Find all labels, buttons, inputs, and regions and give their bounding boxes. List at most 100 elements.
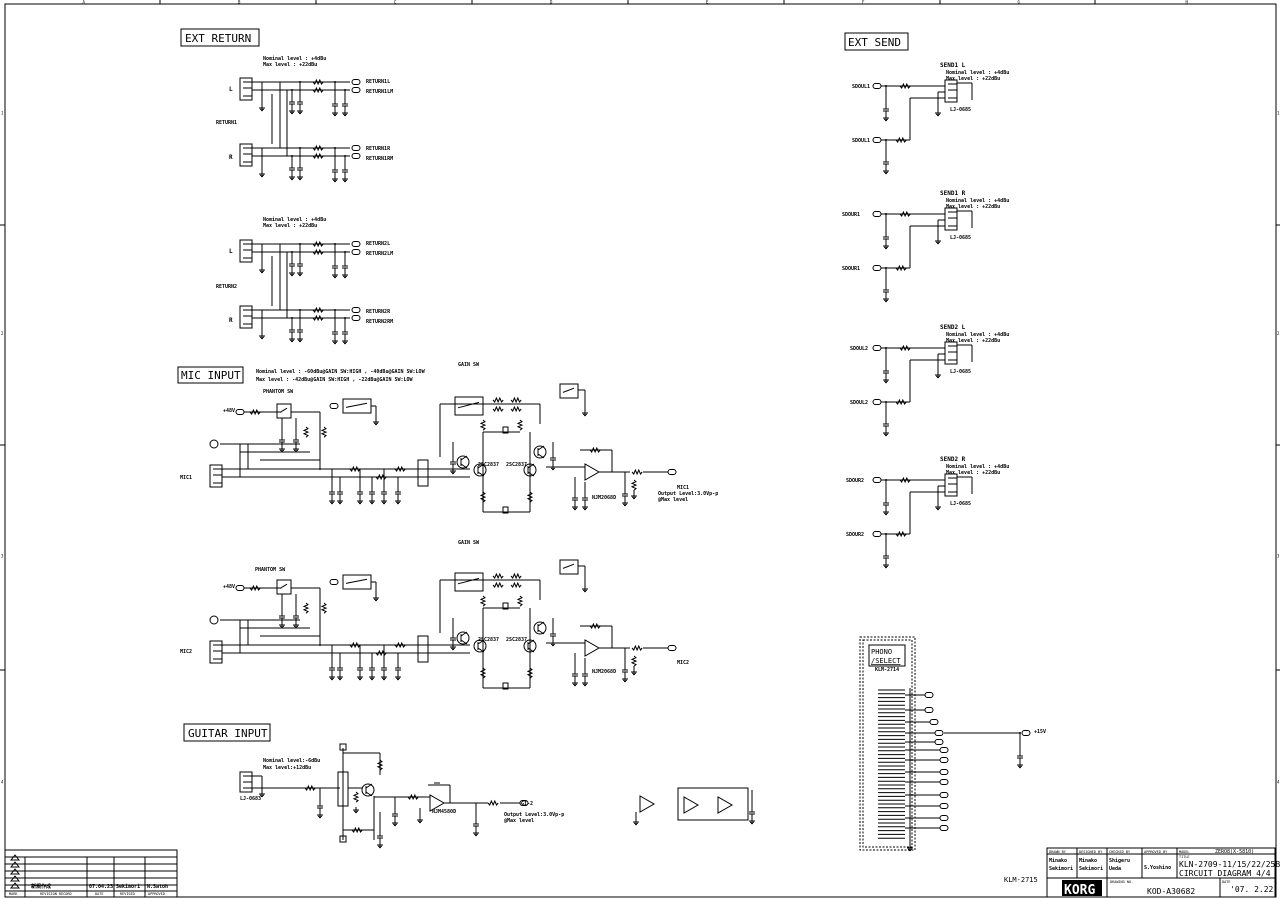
junction-dot: [885, 401, 887, 403]
connector-symbol: [351, 153, 361, 159]
guitar-jack-part: LJ-0683: [240, 796, 261, 802]
net-label: RETURN1RM: [366, 156, 393, 162]
grid-row-label: 4: [1, 780, 4, 785]
date-header: DATE: [95, 892, 103, 896]
transistor-symbol: [523, 463, 537, 477]
jack-symbol: [209, 464, 223, 488]
resistor-symbol: [351, 826, 363, 834]
transistor-symbol: [533, 445, 547, 459]
date-value: '07. 2.22: [1230, 885, 1274, 894]
revision-triangle: [9, 875, 21, 882]
ext-send-title-box: [844, 32, 909, 51]
connector-symbol: [939, 815, 949, 821]
switch-symbol: [454, 572, 484, 592]
send-name: SEND1 R: [940, 190, 966, 197]
mic2-output-net: MIC2: [677, 660, 689, 666]
mic2-supply: +48V: [223, 584, 235, 590]
board-label: KLM-2715: [1004, 876, 1038, 884]
revision-triangle: [9, 854, 21, 861]
phono-board: KLM-2714: [875, 667, 899, 673]
return2-right-label: R: [229, 317, 233, 324]
resistor-symbol: [376, 759, 384, 771]
jack-symbol: [239, 305, 253, 329]
connector-symbol: [872, 137, 882, 143]
resistor-symbol: [516, 419, 524, 431]
net-label: SDOUL1: [852, 84, 870, 90]
dual-diode-symbol: [417, 459, 429, 487]
return2-label: RETURN2: [216, 284, 237, 290]
phono-board-outline: [859, 636, 916, 851]
transistor-symbol: [456, 455, 470, 469]
send-max: Max level : +22dBu: [946, 338, 1000, 344]
return1-nominal: Nominal level : +4dBu: [263, 56, 326, 62]
connector-symbol: [351, 307, 361, 313]
resistor-symbol: [510, 396, 522, 404]
junction-dot: [344, 155, 346, 157]
send-name: SEND1 L: [940, 62, 966, 69]
connector-symbol: [351, 145, 361, 151]
opamp-symbol: [584, 639, 601, 657]
resistor-symbol: [589, 446, 601, 454]
connector-symbol: [872, 345, 882, 351]
grid-column-label: B: [238, 0, 241, 5]
transistor-symbol: [533, 621, 547, 635]
send-name: SEND2 L: [940, 324, 966, 331]
drawing-no-label: DRAWING NO.: [1110, 880, 1133, 884]
grid-row-label: 3: [1277, 554, 1280, 559]
resistor-symbol: [492, 572, 504, 580]
resistor-symbol: [312, 248, 324, 256]
designed-by-header: DESIGNED BY: [1079, 850, 1103, 854]
resistor-symbol: [895, 530, 907, 538]
checked-by-header: CHECKED BY: [1109, 850, 1131, 854]
phono-title-line1: PHONO: [871, 648, 892, 656]
return1-right-label: R: [229, 154, 233, 161]
switch-symbol: [342, 574, 372, 590]
resistor-symbol: [407, 793, 419, 801]
resistor-symbol: [492, 396, 504, 404]
connector-symbol: [351, 87, 361, 93]
connector-symbol: [929, 719, 939, 725]
net-label: RETURN1R: [366, 146, 391, 152]
mic2-opamp: NJM2068D: [592, 669, 616, 675]
net-label: SDOUL1: [852, 138, 870, 144]
net-label: RETURN1LM: [366, 89, 393, 95]
mic1-gain-label: GAIN SW: [458, 362, 480, 368]
wire: [460, 639, 468, 645]
jack-symbol: [944, 79, 958, 103]
send-max: Max level : +22dBu: [946, 470, 1000, 476]
switch-symbol: [559, 383, 579, 399]
phono-select-section: PHONO /SELECT KLM-2714 +15V: [859, 636, 1046, 851]
connector-symbol: [329, 403, 339, 409]
testpoint-symbol: [502, 426, 509, 434]
resistor-symbol: [394, 641, 406, 649]
revision-approved: N.Satoh: [147, 884, 168, 890]
connector-symbol: [872, 83, 882, 89]
send-nominal: Nominal level : +4dBu: [946, 464, 1009, 470]
return1-max: Max level : +22dBu: [263, 62, 317, 68]
send1-r-labels: SEND1 R Nominal level : +4dBu Max level …: [842, 190, 1009, 272]
send-max: Max level : +22dBu: [946, 204, 1000, 210]
jack-part: LJ-0685: [950, 369, 971, 375]
resistor-symbol: [479, 595, 487, 607]
wire: [457, 577, 480, 585]
guitar-output-net: GI-2: [521, 801, 533, 807]
drawn-by-header: DRAWN BY: [1049, 850, 1067, 854]
checked-by: Ueda: [1109, 866, 1121, 872]
title-line1: KLN-2709-11/15/22/25B: [1179, 860, 1280, 869]
mic-input-title-box: [177, 366, 244, 384]
junction-dot: [344, 89, 346, 91]
buffer-circuit: [677, 787, 749, 821]
date-label: DATE: [1222, 880, 1230, 884]
grid-column-label: D: [550, 0, 553, 5]
revision-date: 07.04.23: [89, 884, 113, 890]
testpoint-symbol: [502, 682, 509, 690]
return1-left-label: L: [229, 86, 233, 93]
junction-dot: [885, 533, 887, 535]
grid-row-label: 4: [1277, 780, 1280, 785]
wire: [460, 455, 468, 461]
korg-logo: [1062, 880, 1102, 896]
resistor-symbol: [589, 622, 601, 630]
send-nominal: Nominal level : +4dBu: [946, 198, 1009, 204]
wire: [527, 639, 535, 645]
